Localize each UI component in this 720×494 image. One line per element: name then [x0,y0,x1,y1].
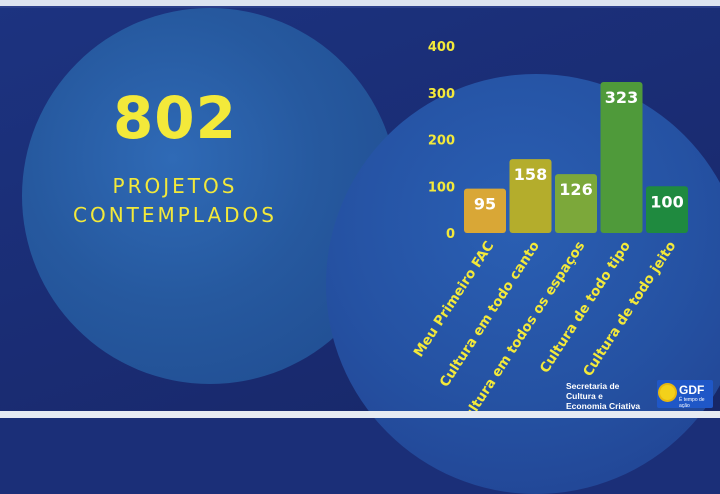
bar-chart: 0 100 200 300 400 95 Meu Primeiro FAC 158 Cultur… [411,40,688,418]
bar-value-label: 100 [650,192,683,211]
caption-line-1: PROJETOS [112,174,238,198]
top-border [0,0,720,7]
category-label: Meu Primeiro FAC [411,238,498,360]
bar [464,188,506,233]
bar [555,174,597,233]
category-label: Cultura de todo tipo [537,238,634,376]
total-projects-number: 802 [112,84,238,152]
bar-value-label: 158 [514,165,547,184]
bar-value-label: 95 [474,195,496,214]
gdf-brand: GDF [679,383,705,397]
top-border-shadow [0,6,720,8]
y-tick-label: 300 [428,87,455,102]
bar [600,81,643,233]
sun-icon [660,385,675,400]
logo-line-2: Cultura e [566,391,603,401]
y-tick-label: 0 [446,227,455,242]
bar [509,159,552,233]
gdf-tagline: É tempo de ação [679,397,705,408]
logo-line-3: Economia Criativa [566,401,641,411]
bottom-border [0,411,720,418]
caption-line-2: CONTEMPLADOS [73,203,277,227]
logo-line-1: Secretaria de [566,381,620,391]
category-label: Cultura de todo jeito [580,238,679,379]
bar-value-label: 126 [559,180,592,199]
bar [646,186,688,233]
y-tick-label: 100 [428,180,455,195]
bar-value-label: 323 [605,88,638,107]
y-tick-label: 200 [428,134,455,149]
y-tick-label: 400 [428,40,455,55]
gdf-logo: GDF É tempo de ação [657,380,713,408]
secretaria-logo-text: Secretaria de Cultura e Economia Criativ… [566,381,658,411]
